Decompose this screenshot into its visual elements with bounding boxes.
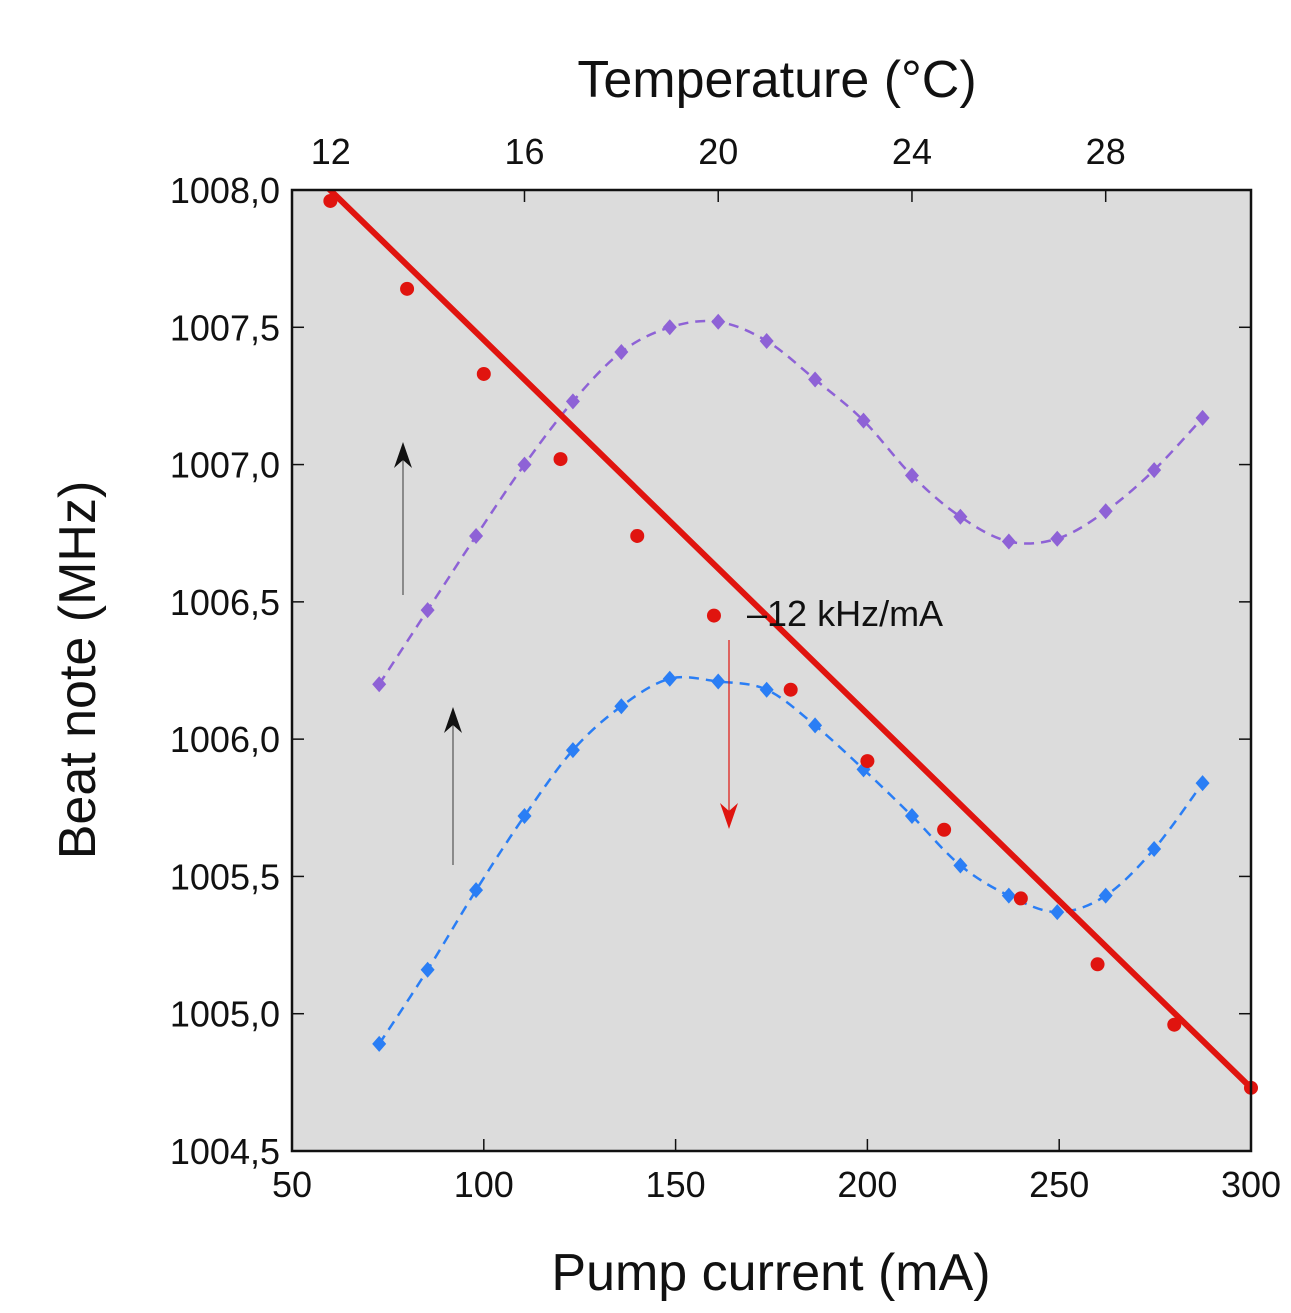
axis-tick-labels: 50 100 150 200 250 300 1004,5 1005,0 1005,5 1006,…	[170, 131, 1281, 1205]
red-series-point	[323, 193, 338, 208]
blue-series-point	[1195, 775, 1210, 792]
x-tick-label: 200	[837, 1164, 897, 1205]
blue-series-point	[469, 882, 484, 899]
x-tick-label: 150	[646, 1164, 706, 1205]
x-tick-label: 100	[454, 1164, 514, 1205]
purple-series-point	[759, 333, 774, 350]
red-series-point	[630, 528, 645, 543]
purple-series-point	[1195, 409, 1210, 426]
y-tick-label: 1006,5	[170, 582, 280, 623]
y-tick-label: 1005,5	[170, 856, 280, 897]
red-series-line	[325, 190, 1251, 1091]
top-tick-label: 12	[311, 131, 351, 172]
blue-series-point	[662, 670, 677, 687]
purple-series-point	[1098, 503, 1113, 520]
purple-series-point	[711, 313, 726, 330]
red-series-point	[706, 608, 721, 623]
purple-series-point	[953, 508, 968, 525]
markers-layer	[323, 193, 1258, 1095]
blue-series-point	[565, 742, 580, 759]
blue-series-point	[1050, 904, 1065, 921]
series-layer	[325, 190, 1251, 1091]
purple-series-point	[856, 412, 871, 429]
red-series-arrow-head	[720, 803, 738, 829]
blue-series-point	[614, 698, 629, 715]
red-series-point	[553, 452, 568, 467]
red-series-point	[476, 366, 491, 381]
plot-background	[292, 190, 1251, 1151]
blue-series-point	[1147, 840, 1162, 857]
top-tick-label: 20	[698, 131, 738, 172]
purple-series-point	[420, 602, 435, 619]
purple-series-arrow-head	[394, 442, 412, 468]
red-series-point	[400, 281, 415, 296]
top-tick-label: 28	[1086, 131, 1126, 172]
plot-frame	[290, 188, 1253, 1153]
purple-series-point	[614, 343, 629, 360]
blue-series-point	[372, 1035, 387, 1052]
y-tick-label: 1007,0	[170, 445, 280, 486]
top-axis-title: Temperature (°C)	[577, 51, 976, 109]
top-tick-label: 16	[504, 131, 544, 172]
x-axis-title: Pump current (mA)	[551, 1244, 990, 1302]
x-tick-label: 50	[272, 1164, 312, 1205]
x-tick-label: 300	[1221, 1164, 1281, 1205]
purple-series-point	[372, 676, 387, 693]
blue-series-point	[420, 961, 435, 978]
y-tick-label: 1006,0	[170, 719, 280, 760]
red-series-point	[1013, 891, 1028, 906]
red-series-point	[783, 682, 798, 697]
x-tick-label: 250	[1029, 1164, 1089, 1205]
blue-series-point	[904, 808, 919, 825]
blue-series-arrow-head	[444, 707, 462, 733]
slope-annotation: –12 kHz/mA	[747, 593, 943, 634]
purple-series-point	[469, 527, 484, 544]
y-tick-label: 1004,5	[170, 1131, 280, 1172]
purple-series-point	[565, 393, 580, 410]
blue-series-point	[1001, 887, 1016, 904]
direction-arrows	[394, 442, 738, 865]
red-series-point	[937, 822, 952, 837]
y-tick-label: 1008,0	[170, 170, 280, 211]
y-tick-label: 1005,0	[170, 994, 280, 1035]
purple-series-point	[1050, 530, 1065, 547]
blue-series-point	[517, 808, 532, 825]
red-series-point	[860, 754, 875, 769]
y-axis-title: Beat note (MHz)	[49, 481, 107, 860]
purple-series-point	[808, 371, 823, 388]
y-tick-label: 1007,5	[170, 307, 280, 348]
purple-series-point	[517, 456, 532, 473]
blue-series-point	[711, 673, 726, 690]
purple-series-point	[1001, 533, 1016, 550]
red-series-point	[1167, 1017, 1182, 1032]
red-series-point	[1090, 957, 1105, 972]
blue-series-point	[1098, 887, 1113, 904]
purple-series-point	[662, 319, 677, 336]
purple-series-point	[904, 467, 919, 484]
purple-series-point	[1147, 462, 1162, 479]
top-tick-label: 24	[892, 131, 932, 172]
blue-series-point	[953, 857, 968, 874]
blue-series-point	[759, 681, 774, 698]
blue-series-point	[808, 717, 823, 734]
